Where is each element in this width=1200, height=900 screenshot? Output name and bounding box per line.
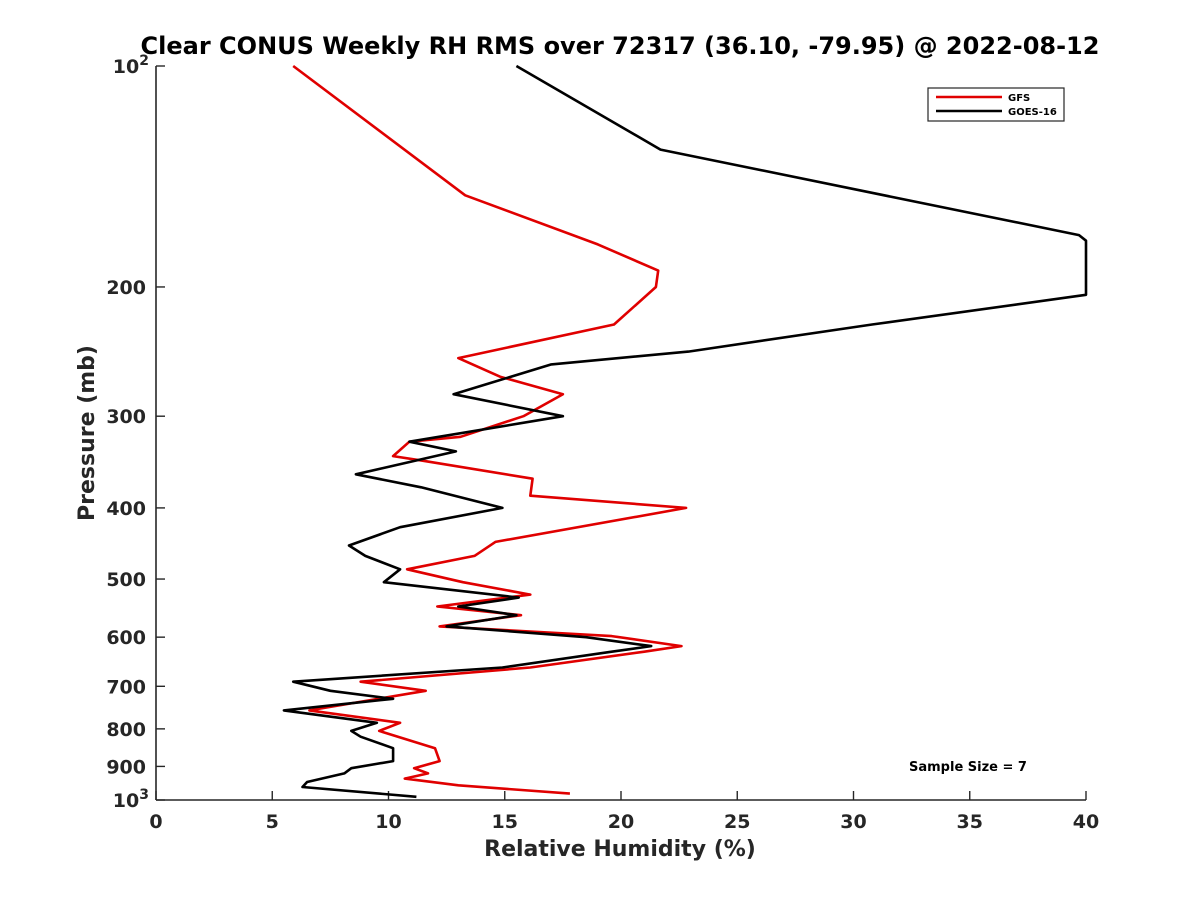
y-tick-label: 200	[106, 277, 146, 299]
y-tick-label: 400	[106, 498, 146, 520]
plot-area: 0 5 10 15 20 25 30 35 40 10220030040050060070080…	[106, 53, 1099, 833]
x-tick-label: 30	[840, 811, 866, 833]
y-tick-label: 300	[106, 406, 146, 428]
series-line-goes16	[282, 64, 1088, 799]
y-tick-label: 700	[106, 676, 146, 698]
legend-label-gfs: GFS	[1008, 93, 1030, 104]
x-tick-label: 35	[957, 811, 983, 833]
y-tick-label: 500	[106, 569, 146, 591]
chart-title: Clear CONUS Weekly RH RMS over 72317 (36…	[141, 32, 1100, 60]
y-tick-label: 600	[106, 627, 146, 649]
x-tick-label: 20	[608, 811, 634, 833]
legend: GFS GOES-16	[927, 87, 1065, 122]
x-tick-label: 15	[492, 811, 518, 833]
y-tick-label-exponent: 2	[139, 53, 149, 69]
series-lines	[282, 64, 1088, 799]
x-tick-label: 0	[149, 811, 162, 833]
y-tick-label-base: 10	[113, 790, 139, 812]
y-tick-label-exponent: 3	[139, 787, 149, 803]
x-ticks: 0 5 10 15 20 25 30 35 40	[149, 791, 1099, 833]
x-tick-label: 40	[1073, 811, 1099, 833]
x-tick-label: 5	[266, 811, 279, 833]
series-line-gfs	[292, 64, 688, 795]
x-axis-label: Relative Humidity (%)	[484, 837, 756, 862]
y-tick-label: 102	[113, 53, 149, 78]
x-tick-label: 25	[724, 811, 750, 833]
y-axis-label: Pressure (mb)	[75, 345, 100, 521]
y-tick-label-base: 10	[113, 56, 139, 78]
sample-size-annotation: Sample Size = 7	[909, 760, 1027, 775]
x-tick-label: 10	[375, 811, 401, 833]
legend-box	[927, 87, 1065, 122]
legend-label-goes16: GOES-16	[1008, 107, 1057, 118]
y-tick-label: 103	[113, 787, 149, 812]
y-tick-label: 900	[106, 756, 146, 778]
y-tick-label: 800	[106, 719, 146, 741]
